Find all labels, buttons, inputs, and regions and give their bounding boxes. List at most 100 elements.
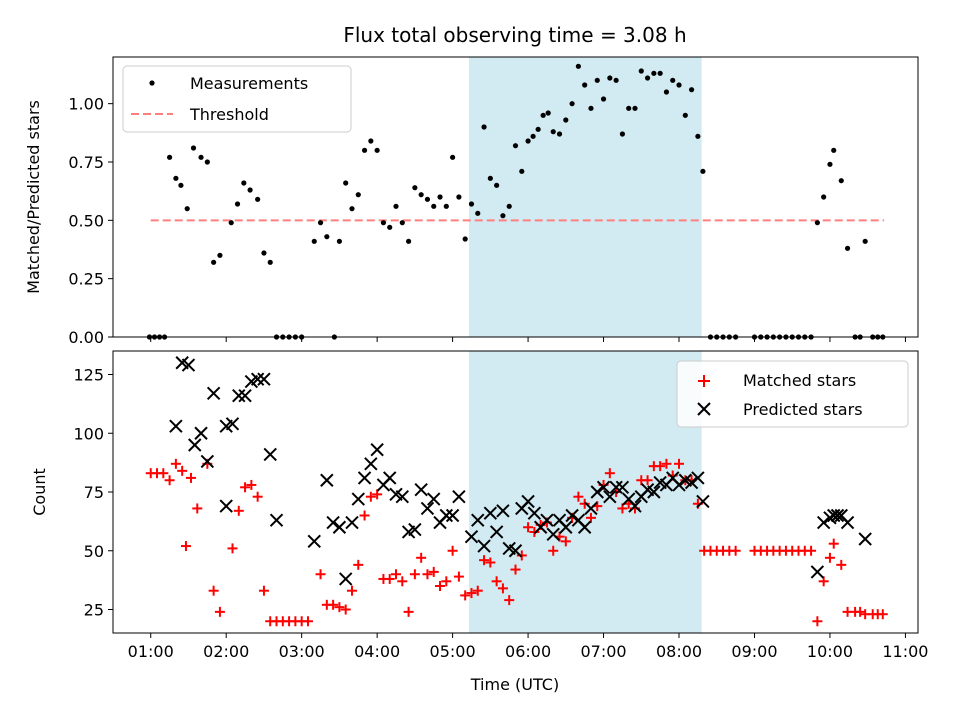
predicted-star-point: [383, 471, 397, 485]
matched-star-point: [453, 571, 464, 582]
measurement-point: [657, 70, 663, 76]
predicted-star-point: [257, 372, 271, 386]
legend-measurements-marker: [149, 80, 155, 86]
bottom-legend: Matched stars Predicted stars: [676, 360, 909, 428]
legend-matched-marker: [698, 375, 710, 387]
predicted-star-point: [357, 471, 372, 485]
matched-star-point: [315, 569, 326, 580]
predicted-star-point: [590, 485, 604, 499]
y-tick-label: 0.00: [68, 328, 104, 347]
matched-star-point: [529, 526, 540, 537]
predicted-star-point: [559, 520, 573, 534]
x-tick-label: 01:00: [128, 642, 174, 661]
matched-star-point: [391, 569, 402, 580]
predicted-star-point: [496, 504, 510, 518]
measurement-point: [638, 68, 644, 74]
measurement-point: [545, 110, 551, 116]
measurement-point: [575, 63, 581, 69]
measurement-point: [241, 180, 247, 186]
measurement-point: [676, 82, 682, 88]
predicted-star-point: [609, 480, 623, 495]
measurement-point: [418, 192, 424, 198]
predicted-star-point: [452, 489, 466, 504]
measurement-point: [619, 131, 626, 137]
measurement-point: [324, 234, 330, 240]
predicted-star-point: [615, 480, 630, 495]
measurement-point: [512, 143, 519, 149]
predicted-star-point: [830, 508, 845, 523]
measurement-point: [355, 192, 361, 198]
measurement-point: [349, 206, 355, 212]
measurement-point: [494, 182, 500, 188]
predicted-star-point: [540, 513, 554, 527]
top-shaded-interval: [468, 57, 702, 337]
x-tick-label: 11:00: [882, 642, 928, 661]
matched-star-point: [806, 545, 817, 556]
top-legend-box: [122, 65, 352, 133]
matched-star-point: [409, 569, 420, 580]
matched-star-point: [617, 503, 628, 514]
measurement-point: [387, 224, 393, 230]
predicted-star-point: [370, 442, 384, 457]
measurement-point: [651, 70, 657, 76]
y-tick-label: 1.00: [68, 95, 104, 114]
predicted-star-point: [232, 388, 246, 403]
measurement-point: [462, 236, 468, 242]
matched-star-point: [240, 482, 251, 493]
matched-star-point: [548, 545, 559, 556]
measurement-point: [173, 175, 179, 181]
y-tick-label: 0.75: [68, 153, 104, 172]
measurement-point: [582, 82, 588, 88]
predicted-star-point: [364, 457, 378, 471]
measurement-point: [374, 147, 380, 153]
predicted-star-point: [527, 506, 542, 520]
matched-star-point: [416, 552, 427, 563]
matched-star-point: [877, 609, 888, 620]
measurement-point: [600, 96, 607, 102]
measurement-point: [405, 238, 412, 244]
measurement-point: [827, 161, 833, 167]
legend-predicted-marker: [697, 402, 711, 416]
matched-star-point: [233, 505, 244, 516]
matched-star-point: [560, 536, 571, 547]
x-tick-label: 04:00: [354, 642, 400, 661]
predicted-star-point: [395, 489, 410, 504]
measurement-point: [361, 147, 368, 153]
matched-star-point: [585, 512, 596, 523]
predicted-star-point: [471, 513, 485, 527]
top-x-ticks: [150, 337, 906, 342]
measurement-point: [399, 220, 405, 226]
measurement-point: [247, 187, 253, 193]
bottom-points-layer: [145, 356, 888, 627]
measurement-point: [393, 203, 399, 209]
matched-star-point: [428, 566, 439, 577]
measurement-point: [211, 259, 217, 265]
predicted-star-point: [684, 475, 699, 490]
matched-star-point: [472, 585, 483, 596]
predicted-star-point: [263, 447, 277, 462]
measurement-point: [317, 220, 324, 226]
measurement-point: [267, 259, 273, 265]
measurement-point: [540, 112, 546, 118]
y-tick-label: 75: [84, 483, 104, 502]
predicted-star-point: [672, 478, 686, 492]
legend-measurements-label: Measurements: [190, 74, 308, 93]
predicted-star-point: [508, 544, 523, 558]
matched-star-point: [365, 491, 376, 502]
matched-star-point: [328, 599, 339, 610]
matched-star-point: [642, 475, 653, 486]
bottom-y-axis-label: Count: [30, 468, 49, 516]
matched-star-point: [497, 583, 508, 594]
predicted-star-point: [194, 426, 208, 440]
measurement-point: [644, 75, 651, 81]
matched-star-point: [604, 468, 615, 479]
y-tick-label: 25: [84, 601, 104, 620]
predicted-star-point: [225, 417, 240, 431]
x-axis-label: Time (UTC): [470, 675, 559, 694]
measurement-point: [443, 203, 449, 209]
measurement-point: [234, 201, 241, 207]
predicted-star-point: [489, 525, 504, 539]
matched-star-point: [258, 585, 269, 596]
measurement-point: [412, 185, 418, 191]
chart-title: Flux total observing time = 3.08 h: [343, 23, 686, 47]
